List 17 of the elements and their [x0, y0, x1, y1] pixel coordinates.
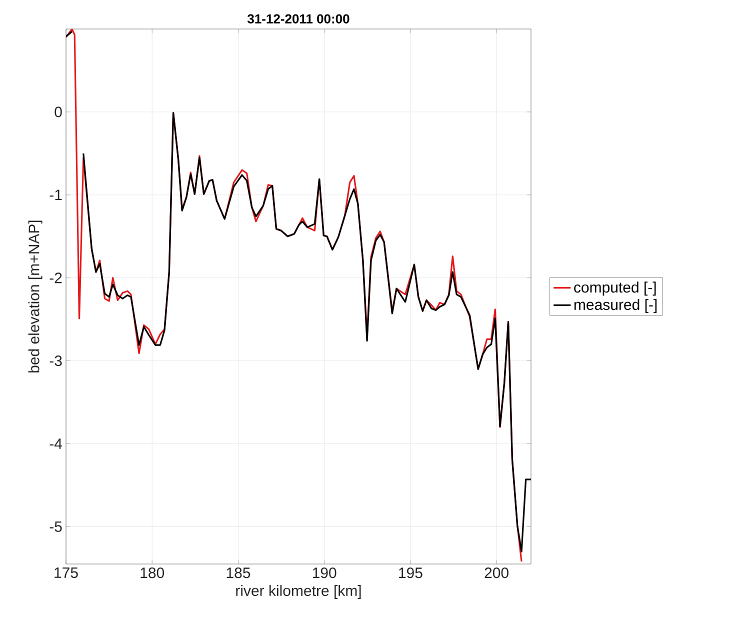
legend-label: computed [-]: [574, 282, 656, 296]
x-tick-label: 195: [399, 568, 422, 578]
chart-title: 31-12-2011 00:00: [247, 14, 350, 24]
y-tick-label: -4: [50, 438, 62, 449]
x-tick-label: 175: [54, 568, 78, 578]
x-tick-label: 190: [312, 568, 336, 578]
x-axis-title: river kilometre [km]: [236, 585, 361, 599]
x-tick-label: 200: [484, 568, 508, 578]
y-tick-label: -1: [50, 190, 62, 200]
legend-label: measured [-]: [574, 299, 657, 313]
y-tick-label: -5: [50, 521, 62, 532]
y-tick-label: 0: [54, 106, 62, 118]
y-tick-label: -2: [50, 272, 62, 284]
y-axis-title: bed elevation [m+NAP]: [28, 220, 42, 372]
x-tick-label: 180: [140, 568, 164, 578]
x-tick-label: 185: [226, 568, 250, 578]
y-tick-label: -3: [50, 355, 62, 366]
